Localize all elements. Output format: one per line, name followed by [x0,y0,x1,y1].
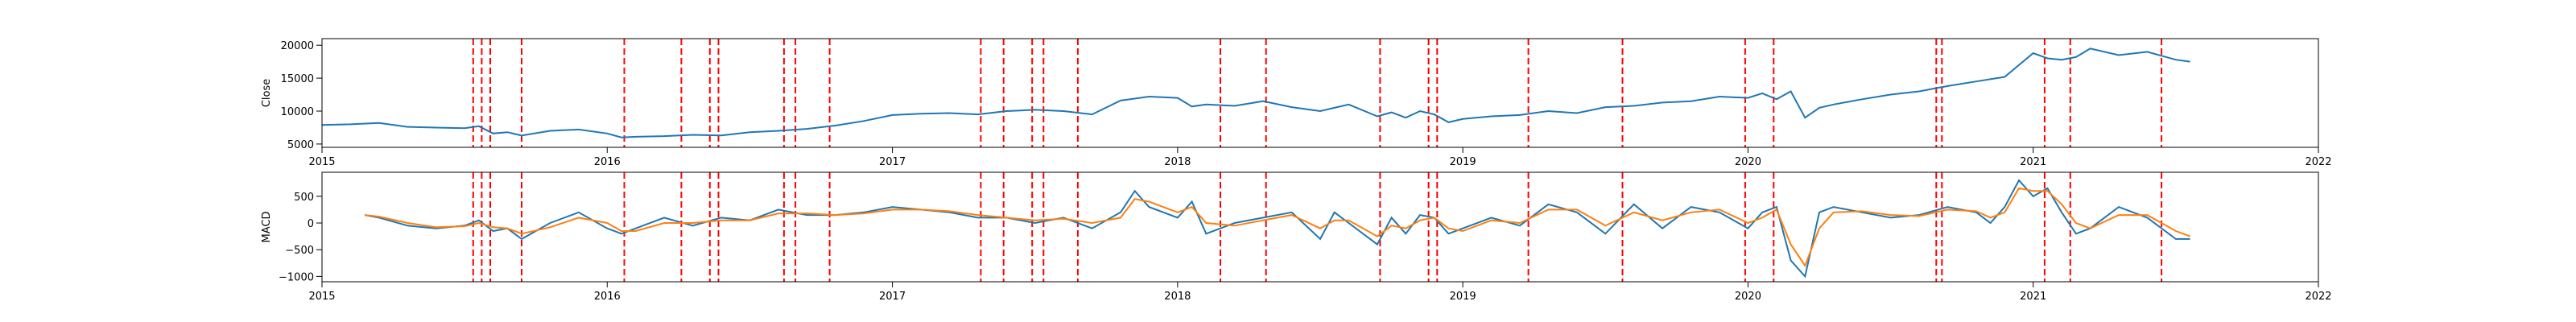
x-tick-label: 2017 [879,156,906,168]
x-tick-label: 2019 [1450,291,1476,303]
x-tick-label: 2015 [308,291,335,303]
x-tick-label: 2021 [2020,156,2046,168]
y-tick-label: 500 [294,192,314,204]
x-tick-label: 2017 [879,291,906,303]
close-event-lines [472,39,2163,147]
x-tick-label: 2019 [1450,156,1476,168]
y-tick-label: −500 [285,245,314,257]
x-tick-label: 2016 [594,291,621,303]
y-tick-label: 0 [308,218,314,230]
y-tick-label: 15000 [281,73,314,85]
x-tick-label: 2015 [308,156,335,168]
macd-panel: 2015 2016 2017 2018 2019 2020 2021 2022 −1000 −5… [261,171,2332,303]
x-tick-label: 2016 [594,156,621,168]
x-tick-label: 2018 [1164,291,1191,303]
macd-signal-line [364,187,2190,268]
x-tick-label: 2022 [2305,291,2331,303]
x-tick-label: 2020 [1735,291,1761,303]
close-y-axis: 5000 10000 15000 20000 [281,40,322,151]
close-price-panel: 2015 2016 2017 2018 2019 2020 2021 2022 5000 100… [261,38,2332,168]
close-price-line [321,47,2190,138]
close-axes-frame [321,38,2319,148]
close-y-axis-label: Close [261,79,273,107]
macd-event-lines [472,172,2163,282]
y-tick-label: 5000 [287,139,314,151]
macd-x-axis: 2015 2016 2017 2018 2019 2020 2021 2022 [308,282,2332,303]
macd-y-axis: −1000 −500 0 500 [279,192,322,283]
x-tick-label: 2018 [1164,156,1191,168]
x-tick-label: 2022 [2305,156,2331,168]
macd-axes-frame [321,171,2319,283]
y-tick-label: 20000 [281,40,314,52]
y-tick-label: 10000 [281,106,314,118]
macd-line [364,179,2190,279]
x-tick-label: 2021 [2020,291,2046,303]
close-x-axis: 2015 2016 2017 2018 2019 2020 2021 2022 [308,147,2332,168]
y-tick-label: −1000 [279,271,314,283]
macd-y-axis-label: MACD [261,212,273,243]
x-tick-label: 2020 [1735,156,1761,168]
